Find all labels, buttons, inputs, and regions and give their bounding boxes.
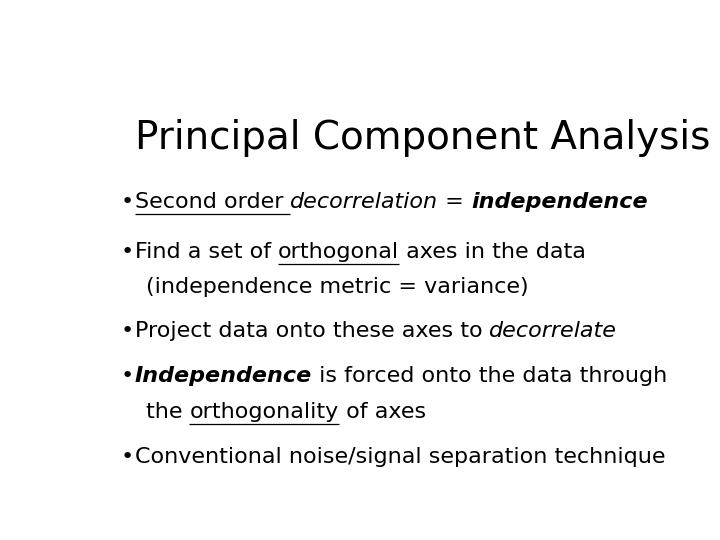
Text: •: • bbox=[121, 366, 134, 386]
Text: =: = bbox=[438, 192, 472, 212]
Text: decorrelation: decorrelation bbox=[290, 192, 438, 212]
Text: Independence: Independence bbox=[135, 366, 312, 386]
Text: independence: independence bbox=[472, 192, 648, 212]
Text: the: the bbox=[145, 402, 189, 422]
Text: decorrelate: decorrelate bbox=[490, 321, 617, 341]
Text: of axes: of axes bbox=[338, 402, 426, 422]
Text: Project data onto these axes to: Project data onto these axes to bbox=[135, 321, 490, 341]
Text: is forced onto the data through: is forced onto the data through bbox=[312, 366, 667, 386]
Text: (independence metric = variance): (independence metric = variance) bbox=[145, 277, 528, 297]
Text: •: • bbox=[121, 241, 134, 261]
Text: orthogonality: orthogonality bbox=[189, 402, 338, 422]
Text: Second order: Second order bbox=[135, 192, 290, 212]
Text: •: • bbox=[121, 321, 134, 341]
Text: Find a set of: Find a set of bbox=[135, 241, 278, 261]
Text: Principal Component Analysis: Principal Component Analysis bbox=[135, 119, 710, 157]
Text: orthogonal: orthogonal bbox=[278, 241, 399, 261]
Text: •: • bbox=[121, 447, 134, 467]
Text: axes in the data: axes in the data bbox=[399, 241, 586, 261]
Text: •: • bbox=[121, 192, 134, 212]
Text: Conventional noise/signal separation technique: Conventional noise/signal separation tec… bbox=[135, 447, 665, 467]
